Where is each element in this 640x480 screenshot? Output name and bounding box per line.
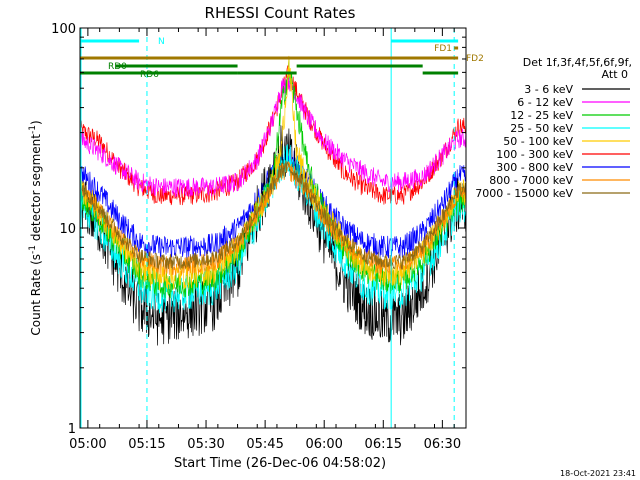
series-line-4 (79, 55, 467, 291)
flag-label-fd1: FD1 (434, 44, 452, 54)
legend-label-8: 7000 - 15000 keV (475, 187, 573, 200)
series-line-1 (79, 71, 467, 198)
legend-label-3: 25 - 50 keV (510, 122, 573, 135)
series-line-8 (79, 160, 467, 270)
legend-header-1: Det 1f,3f,4f,5f,6f,9f, (523, 56, 632, 69)
flag-label-fd2: FD2 (466, 54, 484, 64)
x-tick-label: 05:00 (69, 437, 106, 452)
flag-label-rd6: RD6 (140, 70, 159, 80)
vertical-markers (80, 28, 455, 428)
x-axis: 05:00 05:15 05:30 05:45 06:00 06:15 06:30 (69, 28, 461, 452)
series-line-6 (79, 145, 467, 260)
flag-bars: N FD1 FD2 RD0 RD6 (80, 37, 484, 80)
legend-label-1: 6 - 12 keV (517, 96, 573, 109)
y-tick-label: 100 (51, 22, 76, 37)
x-axis-label: Start Time (26-Dec-06 04:58:02) (174, 456, 386, 471)
timestamp: 18-Oct-2021 23:41 (560, 469, 636, 478)
series-layer (79, 55, 467, 346)
flag-label-n: N (158, 37, 165, 47)
legend-label-0: 3 - 6 keV (524, 83, 573, 96)
x-tick-label: 05:45 (246, 437, 283, 452)
legend-label-4: 50 - 100 keV (503, 135, 573, 148)
legend-label-6: 300 - 800 keV (496, 161, 573, 174)
x-tick-label: 06:15 (365, 437, 402, 452)
legend-label-2: 12 - 25 keV (510, 109, 573, 122)
y-axis-label: Count Rate (s-1 detector segment-1) (28, 120, 43, 335)
x-tick-label: 06:30 (424, 437, 461, 452)
x-tick-label: 05:30 (187, 437, 224, 452)
legend: Det 1f,3f,4f,5f,6f,9f, Att 0 3 - 6 keV6 … (475, 56, 632, 200)
flag-label-rd0: RD0 (108, 62, 127, 72)
x-tick-label: 05:15 (128, 437, 165, 452)
plot-frame (79, 27, 467, 429)
series-line-3 (79, 144, 467, 314)
y-axis: 1 10 100 (51, 22, 466, 437)
legend-header-2: Att 0 (602, 68, 628, 81)
legend-label-5: 100 - 300 keV (496, 148, 573, 161)
series-line-0 (79, 125, 467, 346)
chart-title: RHESSI Count Rates (205, 4, 356, 22)
x-tick-label: 06:00 (305, 437, 342, 452)
y-tick-label: 1 (68, 422, 76, 437)
y-tick-label: 10 (59, 222, 76, 237)
legend-label-7: 800 - 7000 keV (489, 174, 573, 187)
